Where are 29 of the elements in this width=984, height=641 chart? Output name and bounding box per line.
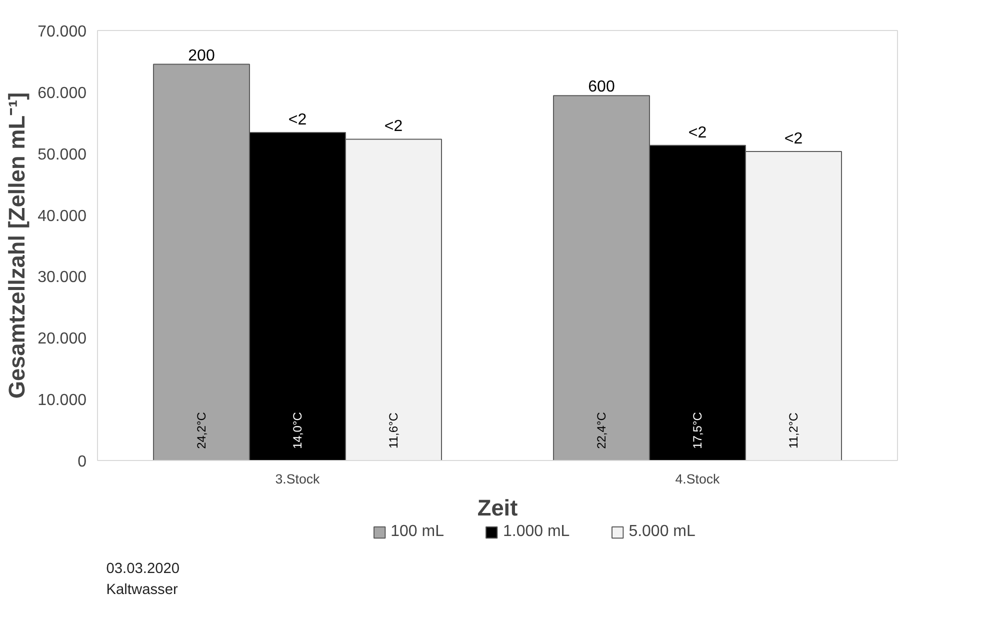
y-tick-label: 70.000 bbox=[38, 24, 87, 40]
annotation: <2 bbox=[784, 130, 803, 148]
annotation: 17,5°C bbox=[690, 412, 704, 449]
legend-label: 5.000 mL bbox=[628, 523, 696, 541]
x-tick-label: 4.Stock bbox=[675, 472, 720, 486]
y-tick-label: 0 bbox=[78, 454, 87, 470]
text: Kaltwasser bbox=[106, 582, 178, 598]
y-tick-label: 20.000 bbox=[38, 330, 87, 348]
annotation: 11,2°C bbox=[786, 412, 800, 448]
annotation: <2 bbox=[288, 111, 307, 128]
annotation: 200 bbox=[188, 47, 215, 64]
annotation: 600 bbox=[588, 78, 615, 96]
y-tick-label: 30.000 bbox=[38, 269, 87, 286]
annotation: 11,6°C bbox=[386, 412, 400, 448]
text: 03.03.2020 bbox=[106, 561, 180, 577]
y-axis-title: Gesamtzellzahl [Zellen mL⁻¹] bbox=[4, 92, 30, 399]
annotation: 14,0°C bbox=[290, 412, 304, 449]
annotation: <2 bbox=[688, 124, 707, 142]
legend-label: 1.000 mL bbox=[502, 523, 570, 541]
y-tick-label: 10.000 bbox=[38, 392, 87, 410]
y-tick-label: 60.000 bbox=[38, 84, 87, 102]
annotation: <2 bbox=[384, 118, 403, 136]
y-tick-label: 50.000 bbox=[38, 146, 87, 164]
annotation: 24,2°C bbox=[194, 412, 208, 449]
legend-label: 100 mL bbox=[390, 523, 444, 541]
x-tick-label: 3.Stock bbox=[275, 472, 320, 486]
x-axis-title: Zeit bbox=[477, 494, 518, 520]
annotation: 22,4°C bbox=[594, 412, 608, 449]
y-tick-label: 40.000 bbox=[38, 208, 87, 225]
